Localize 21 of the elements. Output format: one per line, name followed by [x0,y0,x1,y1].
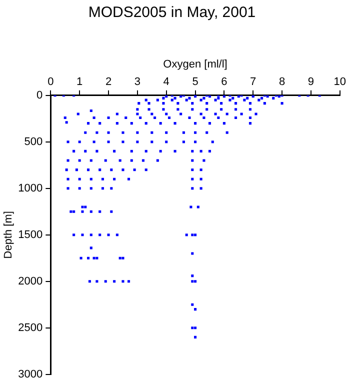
chart-title: MODS2005 in May, 2001 [88,4,256,22]
x-tick-label: 2 [105,76,112,88]
x-tick-label: 6 [221,76,228,88]
y-tick-label: 2000 [18,275,43,288]
y-tick-label: 1500 [18,228,43,241]
x-axis-title: Oxygen [ml/l] [163,58,228,71]
x-tick-label: 10 [334,76,346,88]
y-tick-label: 3000 [18,368,43,380]
y-axis-title: Depth [m] [2,211,15,259]
y-tick-label: 0 [36,89,43,102]
x-tick-label: 0 [48,76,54,88]
y-tick-label: 1000 [18,182,43,194]
x-tick-label: 3 [134,76,140,88]
x-tick-label: 1 [76,76,83,88]
x-tick-label: 8 [278,76,286,88]
x-tick-label: 5 [192,76,198,88]
y-tick-label: 2500 [18,322,43,334]
y-tick-label: 500 [24,136,43,148]
x-tick-label: 4 [163,76,170,88]
x-tick-label: 7 [250,76,256,88]
x-tick-label: 9 [308,76,314,88]
